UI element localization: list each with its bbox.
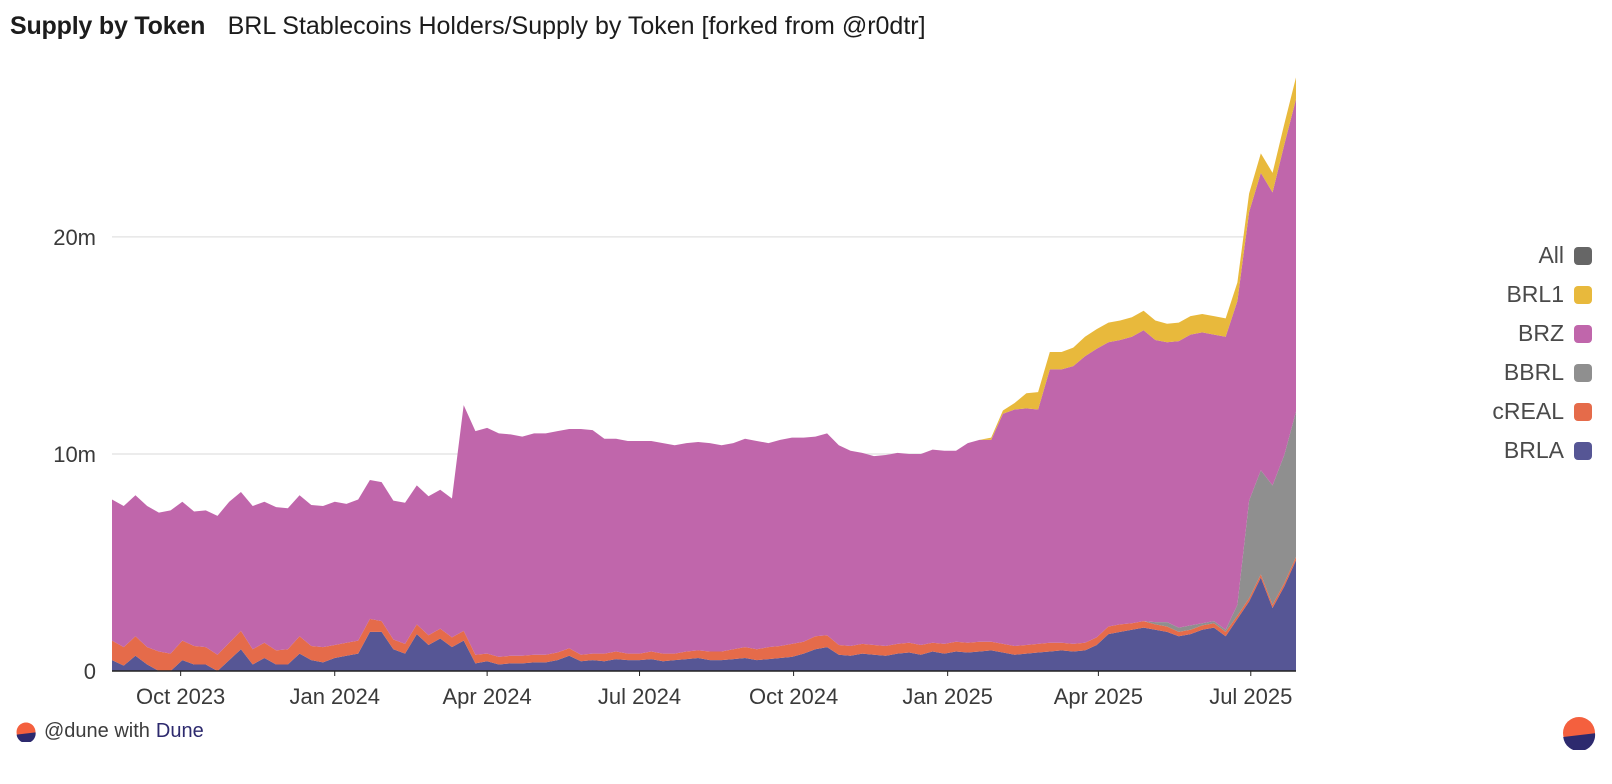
legend-item-creal[interactable]: cREAL bbox=[1492, 392, 1592, 431]
area-brz bbox=[112, 99, 1296, 657]
legend-label: BRLA bbox=[1503, 437, 1564, 463]
x-tick-label: Apr 2025 bbox=[1054, 684, 1143, 709]
legend-item-bbrl[interactable]: BBRL bbox=[1492, 353, 1592, 392]
x-tick-label: Jul 2024 bbox=[598, 684, 681, 709]
legend-swatch bbox=[1574, 402, 1592, 421]
legend-swatch bbox=[1574, 285, 1592, 304]
x-tick-label: Apr 2024 bbox=[442, 684, 531, 709]
legend-label: BRL1 bbox=[1506, 281, 1564, 307]
legend-swatch bbox=[1574, 363, 1592, 382]
stacked-areas bbox=[112, 77, 1296, 671]
legend-item-brla[interactable]: BRLA bbox=[1492, 431, 1592, 470]
x-tick-label: Oct 2024 bbox=[749, 684, 838, 709]
y-tick-label: 10m bbox=[53, 442, 96, 467]
footer-brand-link[interactable]: Dune bbox=[155, 720, 204, 742]
legend-item-brz[interactable]: BRZ bbox=[1492, 314, 1592, 353]
x-tick-label: Oct 2023 bbox=[136, 684, 225, 709]
y-tick-label: 20m bbox=[53, 225, 96, 250]
legend-label: cREAL bbox=[1492, 398, 1564, 424]
dune-corner-logo-icon bbox=[1563, 717, 1596, 750]
chart-header: Supply by Token BRL Stablecoins Holders/… bbox=[10, 12, 926, 48]
area-brla bbox=[112, 560, 1296, 671]
y-tick-label: 0 bbox=[84, 659, 96, 684]
legend-item-all[interactable]: All bbox=[1492, 236, 1592, 275]
dune-logo-icon bbox=[16, 722, 36, 742]
chart-subtitle: BRL Stablecoins Holders/Supply by Token … bbox=[227, 12, 926, 40]
axes: 0 10m 20m Oct 2023 Jan 2024 Apr 2024 Jul 2024 O… bbox=[53, 225, 1296, 709]
area-creal bbox=[112, 557, 1296, 671]
chart-title: Supply by Token bbox=[10, 12, 206, 40]
legend-swatch bbox=[1574, 246, 1592, 265]
footer-attribution[interactable]: @dune with Dune bbox=[16, 720, 204, 743]
x-tick-label: Jul 2025 bbox=[1209, 684, 1292, 709]
legend-label: BBRL bbox=[1503, 359, 1564, 385]
legend-label: BRZ bbox=[1518, 320, 1564, 346]
legend-swatch bbox=[1574, 441, 1592, 460]
legend-item-brl1[interactable]: BRL1 bbox=[1492, 275, 1592, 314]
legend: All BRL1 BRZ BBRL cREAL BRLA bbox=[1492, 236, 1592, 470]
x-tick-label: Jan 2025 bbox=[902, 684, 993, 709]
footer-prefix: @dune with bbox=[44, 720, 150, 742]
legend-label: All bbox=[1538, 242, 1564, 268]
legend-swatch bbox=[1574, 324, 1592, 343]
x-tick-label: Jan 2024 bbox=[289, 684, 380, 709]
